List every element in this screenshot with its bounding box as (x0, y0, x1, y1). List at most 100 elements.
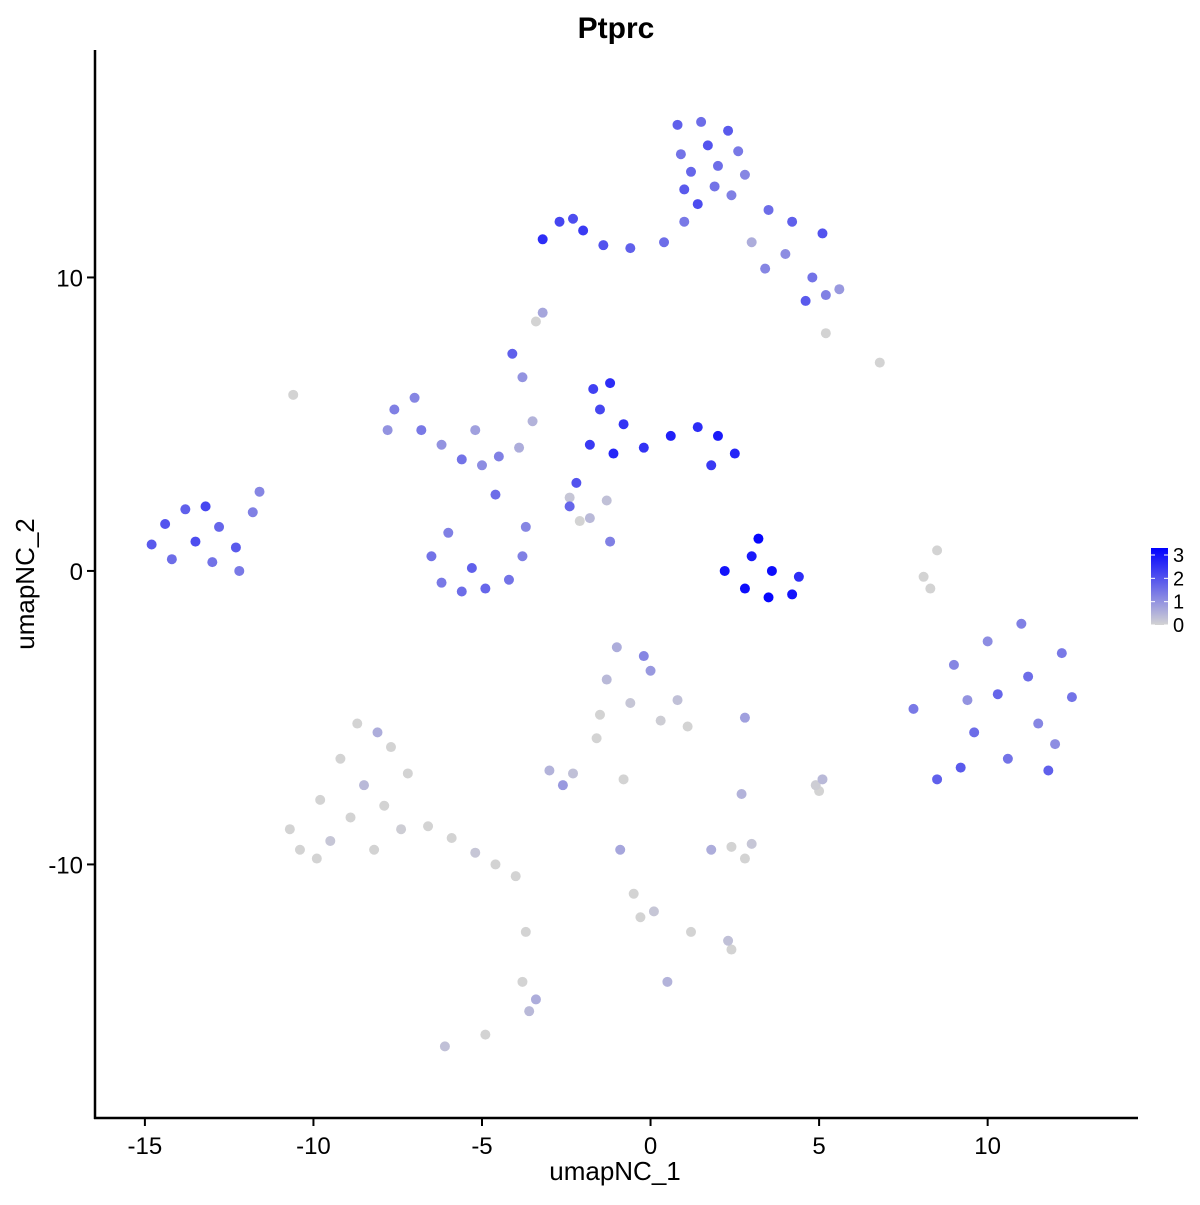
cell-point (520, 521, 531, 532)
y-axis-label: umapNC_2 (10, 518, 40, 650)
cell-point (712, 430, 723, 441)
cell-point (1023, 671, 1034, 682)
cell-point (679, 184, 690, 195)
cell-point (800, 295, 811, 306)
x-axis-label: umapNC_1 (549, 1156, 681, 1186)
cell-point (200, 501, 211, 512)
cell-point (719, 565, 730, 576)
cell-point (746, 237, 757, 248)
cell-point (514, 442, 525, 453)
cell-point (1066, 692, 1077, 703)
cell-point (665, 430, 676, 441)
cell-point (480, 583, 491, 594)
cell-point (709, 181, 720, 192)
cell-point (554, 216, 565, 227)
cell-point (160, 518, 171, 529)
cell-point (739, 853, 750, 864)
cell-point (706, 460, 717, 471)
cell-point (726, 944, 737, 955)
cell-point (146, 539, 157, 550)
cell-point (517, 372, 528, 383)
cell-point (166, 554, 177, 565)
cell-point (628, 888, 639, 899)
cell-point (507, 348, 518, 359)
cell-point (288, 389, 299, 400)
cell-point (594, 404, 605, 415)
cell-point (659, 237, 670, 248)
cell-point (679, 216, 690, 227)
cell-point (955, 762, 966, 773)
cell-point (601, 674, 612, 685)
cell-point (352, 718, 363, 729)
cell-point (1033, 718, 1044, 729)
cell-point (733, 146, 744, 157)
cell-point (682, 721, 693, 732)
cell-point (254, 486, 265, 497)
cell-point (787, 216, 798, 227)
cell-point (396, 824, 407, 835)
cell-point (416, 425, 427, 436)
cell-point (426, 551, 437, 562)
cell-point (439, 1041, 450, 1052)
cell-point (527, 416, 538, 427)
cell-point (1016, 618, 1027, 629)
cell-point (746, 551, 757, 562)
colorbar-tick-label: 3 (1173, 545, 1184, 567)
cell-point (1002, 753, 1013, 764)
cell-point (739, 712, 750, 723)
cell-point (537, 307, 548, 318)
cell-point (598, 240, 609, 251)
cell-point (284, 824, 295, 835)
cell-point (820, 290, 831, 301)
cell-point (517, 976, 528, 987)
cell-point (611, 642, 622, 653)
cell-point (932, 545, 943, 556)
cell-point (564, 492, 575, 503)
cell-point (476, 460, 487, 471)
cell-point (739, 583, 750, 594)
x-tick-label: 0 (644, 1133, 657, 1160)
x-tick-label: 10 (974, 1133, 1001, 1160)
cell-point (247, 507, 258, 518)
cell-point (635, 912, 646, 923)
cell-point (810, 780, 821, 791)
cell-point (834, 284, 845, 295)
cell-point (1056, 648, 1067, 659)
cell-point (234, 565, 245, 576)
cell-point (675, 149, 686, 160)
cell-point (402, 768, 413, 779)
cell-point (753, 533, 764, 544)
cell-point (315, 794, 326, 805)
cell-point (584, 439, 595, 450)
x-tick-label: 5 (812, 1133, 825, 1160)
cell-point (294, 844, 305, 855)
x-tick-label: -15 (128, 1133, 163, 1160)
cell-point (591, 733, 602, 744)
cell-point (723, 935, 734, 946)
cell-point (817, 774, 828, 785)
cell-point (739, 169, 750, 180)
colorbar (1151, 548, 1168, 625)
cell-point (982, 636, 993, 647)
cell-point (648, 906, 659, 917)
cell-point (345, 812, 356, 823)
cell-point (726, 841, 737, 852)
y-tick-label: 0 (70, 559, 83, 586)
cell-point (820, 328, 831, 339)
cell-point (874, 357, 885, 368)
cell-point (517, 551, 528, 562)
cell-point (601, 495, 612, 506)
cell-point (578, 225, 589, 236)
cell-point (456, 454, 467, 465)
cell-point (520, 926, 531, 937)
cell-point (574, 516, 585, 527)
cell-point (311, 853, 322, 864)
cell-point (537, 234, 548, 245)
cell-point (470, 425, 481, 436)
cell-point (436, 577, 447, 588)
cell-point (793, 571, 804, 582)
cell-point (760, 263, 771, 274)
cell-point (618, 419, 629, 430)
cell-point (564, 501, 575, 512)
colorbar-tick-label: 2 (1173, 568, 1184, 590)
